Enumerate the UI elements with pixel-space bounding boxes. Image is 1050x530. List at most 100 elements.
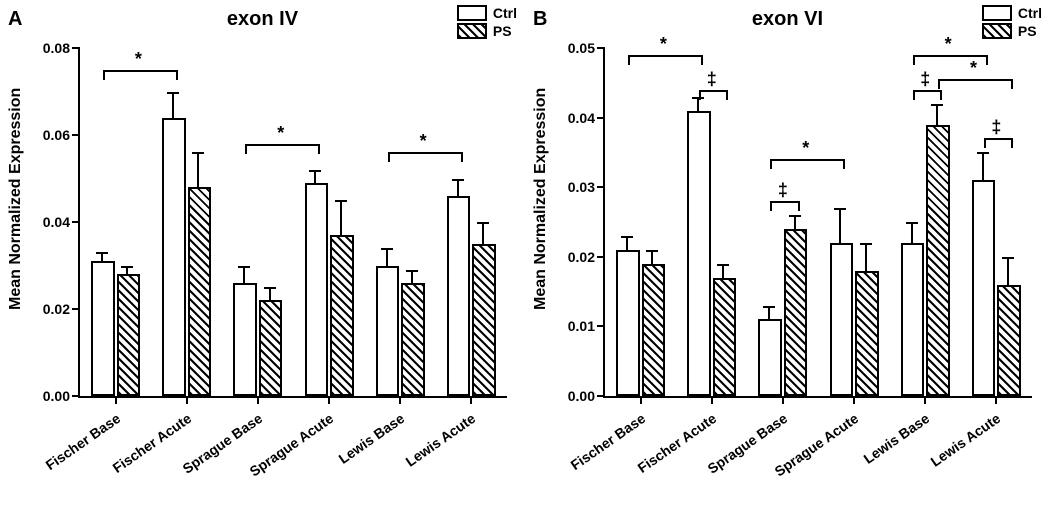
legend-row-ps: PS	[982, 22, 1042, 40]
y-tick-label: 0.00	[43, 388, 70, 404]
bar-ctrl	[233, 283, 256, 396]
panel-b: B exon VI Ctrl PS Mean Normalized Expres…	[525, 0, 1050, 530]
legend-label-ctrl: Ctrl	[493, 5, 517, 21]
bar-ps	[642, 264, 665, 396]
error-bar	[411, 270, 413, 283]
y-tick-label: 0.00	[568, 388, 595, 404]
bar-ps	[330, 235, 353, 396]
y-tick	[597, 117, 605, 119]
x-tick	[470, 396, 472, 404]
bar-ctrl	[376, 266, 399, 397]
legend-b: Ctrl PS	[982, 4, 1042, 40]
legend-swatch-ctrl	[457, 5, 487, 21]
significance-symbol: *	[970, 58, 977, 79]
error-bar	[482, 222, 484, 244]
legend-row-ctrl: Ctrl	[457, 4, 517, 22]
error-bar	[768, 306, 770, 320]
significance-bracket	[913, 90, 942, 100]
significance-bracket	[984, 138, 1013, 148]
x-tick-label: Lewis Base	[336, 410, 408, 467]
plot-area-b: 0.000.010.020.030.040.05Fischer BaseFisc…	[603, 48, 1032, 398]
y-axis-label-b: Mean Normalized Expression	[527, 0, 555, 398]
x-tick	[186, 396, 188, 404]
significance-bracket	[938, 79, 1013, 89]
y-axis-label-a: Mean Normalized Expression	[2, 0, 30, 398]
legend-label-ps: PS	[1018, 23, 1037, 39]
significance-symbol: ‡	[991, 117, 1001, 138]
significance-symbol: *	[945, 34, 952, 55]
error-bar	[651, 250, 653, 264]
bar-ctrl	[901, 243, 924, 396]
y-tick	[72, 308, 80, 310]
y-tick-label: 0.01	[568, 318, 595, 334]
y-tick	[597, 186, 605, 188]
x-tick	[115, 396, 117, 404]
legend-a: Ctrl PS	[457, 4, 517, 40]
significance-symbol: *	[420, 131, 427, 152]
panel-a: A exon IV Ctrl PS Mean Normalized Expres…	[0, 0, 525, 530]
y-tick-label: 0.03	[568, 179, 595, 195]
x-tick	[257, 396, 259, 404]
bar-ctrl	[162, 118, 185, 396]
bar-ps	[997, 285, 1020, 396]
error-bar	[982, 152, 984, 180]
y-tick	[597, 47, 605, 49]
significance-symbol: ‡	[778, 180, 788, 201]
error-bar	[1007, 257, 1009, 285]
y-tick	[597, 395, 605, 397]
y-tick	[597, 325, 605, 327]
y-tick	[72, 134, 80, 136]
error-bar	[197, 152, 199, 187]
plot-area-a: 0.000.020.040.060.08Fischer BaseFischer …	[78, 48, 507, 398]
significance-symbol: ‡	[707, 69, 717, 90]
x-tick-label: Lewis Acute	[403, 410, 479, 470]
y-tick	[72, 221, 80, 223]
error-bar	[101, 252, 103, 261]
bar-ctrl	[830, 243, 853, 396]
bar-ps	[401, 283, 424, 396]
x-tick	[399, 396, 401, 404]
y-tick-label: 0.06	[43, 127, 70, 143]
x-tick	[711, 396, 713, 404]
error-bar	[722, 264, 724, 278]
panel-title-b: exon VI	[525, 8, 1050, 31]
x-tick	[853, 396, 855, 404]
x-tick-label: Lewis Acute	[928, 410, 1004, 470]
x-tick-label: Lewis Base	[861, 410, 933, 467]
significance-symbol: *	[135, 49, 142, 70]
y-tick-label: 0.04	[568, 110, 595, 126]
significance-bracket	[103, 70, 178, 80]
y-tick-label: 0.02	[43, 301, 70, 317]
bar-ctrl	[91, 261, 114, 396]
bar-ps	[188, 187, 211, 396]
y-tick-label: 0.08	[43, 40, 70, 56]
bar-ctrl	[687, 111, 710, 396]
error-bar	[314, 170, 316, 183]
significance-bracket	[245, 144, 320, 154]
error-bar	[626, 236, 628, 250]
error-bar	[243, 266, 245, 283]
bar-ctrl	[758, 319, 781, 396]
legend-row-ps: PS	[457, 22, 517, 40]
error-bar	[126, 266, 128, 275]
legend-swatch-ps	[457, 23, 487, 39]
bar-ctrl	[616, 250, 639, 396]
significance-bracket	[770, 159, 845, 169]
significance-bracket	[388, 152, 463, 162]
bar-ctrl	[305, 183, 328, 396]
significance-symbol: *	[802, 138, 809, 159]
y-tick	[597, 256, 605, 258]
y-tick-label: 0.04	[43, 214, 70, 230]
x-tick	[640, 396, 642, 404]
legend-swatch-ps	[982, 23, 1012, 39]
significance-bracket	[628, 55, 703, 65]
panel-title-a: exon IV	[0, 8, 525, 31]
error-bar	[911, 222, 913, 243]
bar-ctrl	[972, 180, 995, 396]
significance-symbol: ‡	[920, 69, 930, 90]
legend-label-ctrl: Ctrl	[1018, 5, 1042, 21]
x-tick	[782, 396, 784, 404]
legend-swatch-ctrl	[982, 5, 1012, 21]
error-bar	[794, 215, 796, 229]
error-bar	[340, 200, 342, 235]
